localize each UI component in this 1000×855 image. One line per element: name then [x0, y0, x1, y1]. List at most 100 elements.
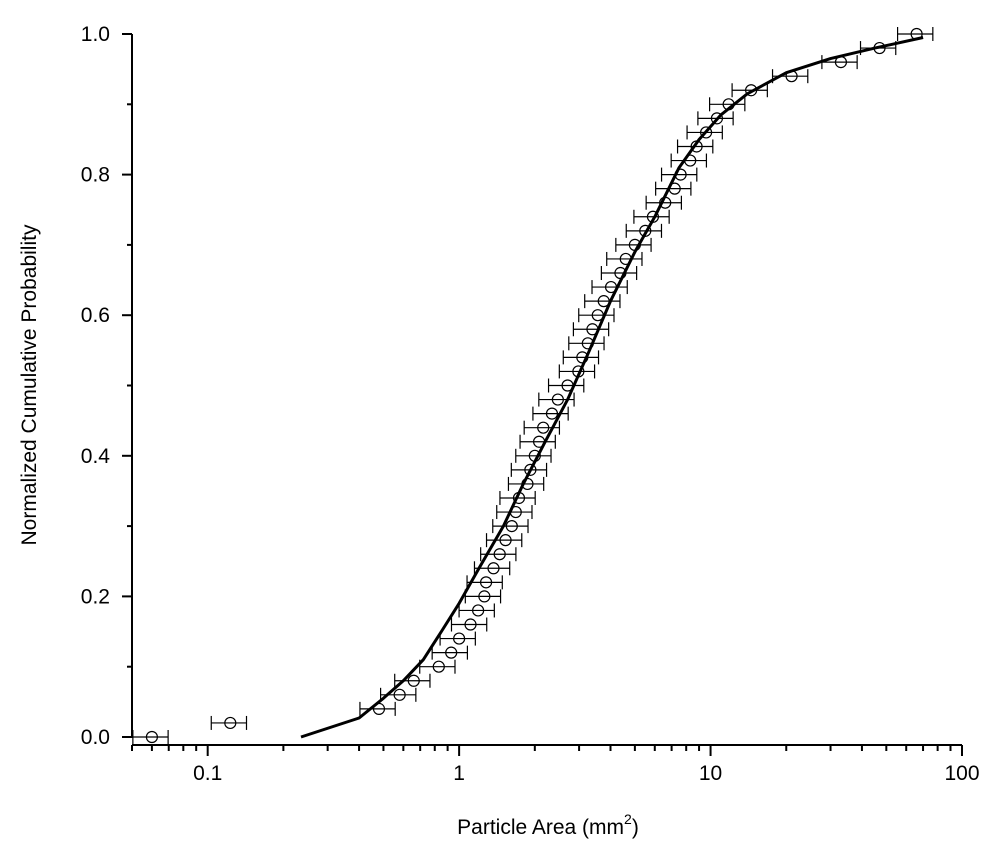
point-marker	[700, 126, 713, 139]
y-axis-ticks: 0.0 0.2 0.4 0.6 0.8 1.0	[81, 23, 132, 749]
data-point	[132, 730, 169, 744]
data-point	[625, 223, 663, 238]
data-point	[572, 322, 610, 337]
axes	[131, 34, 962, 746]
point-marker	[493, 548, 506, 561]
data-point	[896, 27, 934, 41]
point-marker	[710, 112, 724, 125]
point-marker	[479, 576, 493, 589]
point-marker	[684, 154, 697, 167]
data-point	[697, 111, 734, 126]
y-tick-label: 0.0	[81, 726, 110, 749]
point-marker	[576, 351, 589, 364]
data-point	[600, 266, 638, 281]
point-marker	[512, 491, 526, 505]
point-marker	[478, 590, 491, 603]
data-point	[458, 603, 495, 618]
data-point	[859, 41, 897, 56]
point-marker	[224, 716, 237, 730]
data-point	[578, 308, 615, 323]
point-marker	[668, 182, 681, 195]
data-point	[584, 294, 621, 309]
data-point	[507, 476, 545, 491]
x-tick-label: 10	[699, 762, 722, 785]
point-marker	[372, 702, 386, 715]
data-point	[606, 251, 643, 266]
point-marker	[745, 84, 758, 97]
point-marker	[532, 435, 546, 448]
point-marker	[581, 337, 594, 350]
y-tick-label: 0.6	[81, 304, 110, 327]
x-axis-title-main: Particle Area (mm	[457, 816, 624, 839]
data-point	[515, 448, 552, 463]
point-marker	[393, 688, 406, 701]
data-point	[532, 406, 569, 421]
point-marker	[524, 463, 537, 476]
point-marker	[619, 252, 632, 266]
data-point	[670, 153, 708, 168]
data-point	[210, 715, 248, 730]
point-marker	[785, 70, 798, 83]
x-axis-title-superscript: 2	[624, 811, 632, 827]
point-marker	[499, 534, 512, 547]
data-point	[562, 350, 600, 365]
data-point	[558, 364, 596, 379]
data-point	[464, 589, 502, 604]
x-tick-label: 0.1	[193, 762, 222, 785]
data-point	[568, 336, 605, 351]
fit-curve-layer	[300, 36, 924, 739]
point-marker	[604, 280, 618, 294]
point-marker	[591, 309, 604, 322]
data-point	[492, 519, 529, 534]
x-tick-label: 1	[453, 762, 465, 785]
point-marker	[445, 646, 458, 659]
y-tick-label: 0.4	[81, 445, 111, 468]
point-marker	[407, 674, 420, 687]
point-marker	[521, 477, 534, 491]
point-marker	[659, 196, 672, 209]
data-points-layer	[132, 27, 934, 744]
point-marker	[432, 660, 445, 673]
y-tick-label: 0.2	[81, 585, 110, 608]
data-point	[633, 209, 670, 224]
point-marker	[639, 224, 652, 237]
point-marker	[586, 323, 599, 336]
y-tick-label: 1.0	[81, 23, 110, 46]
point-marker	[551, 393, 564, 406]
fit-curve	[300, 36, 924, 739]
y-axis-title: Normalized Cumulative Probability	[18, 224, 41, 545]
data-point	[431, 645, 469, 660]
data-point	[519, 434, 556, 449]
point-marker	[690, 140, 703, 153]
point-marker	[453, 632, 466, 645]
data-point	[655, 181, 692, 196]
data-point	[660, 167, 698, 182]
data-point	[485, 533, 523, 548]
data-point	[359, 701, 396, 716]
point-marker	[472, 604, 485, 617]
data-point	[439, 631, 476, 646]
point-marker	[572, 365, 585, 378]
data-point	[496, 505, 533, 520]
point-marker	[614, 266, 627, 280]
point-marker	[464, 618, 477, 631]
data-point	[510, 462, 548, 477]
point-marker	[528, 449, 541, 462]
data-point	[821, 55, 858, 70]
point-marker	[509, 505, 522, 519]
data-point	[686, 125, 723, 140]
data-point	[708, 97, 746, 112]
point-marker	[628, 238, 641, 251]
data-point	[450, 617, 488, 632]
data-point	[480, 547, 517, 562]
point-marker	[487, 562, 500, 575]
point-marker	[646, 210, 660, 223]
point-marker	[145, 730, 159, 744]
data-point	[499, 490, 536, 505]
data-point	[676, 139, 714, 154]
point-marker	[537, 421, 550, 434]
x-axis-ticks: 0.1 1 10 100	[131, 745, 980, 785]
y-tick-label: 0.8	[81, 164, 110, 187]
data-point	[394, 673, 431, 688]
